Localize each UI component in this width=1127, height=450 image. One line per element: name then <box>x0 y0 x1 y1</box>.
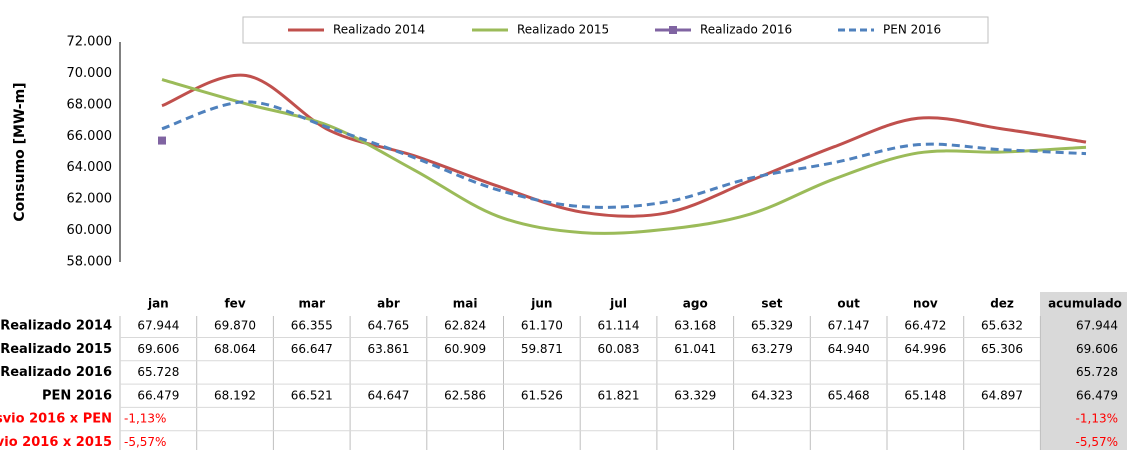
row-label: Realizado 2014 <box>0 319 112 334</box>
y-tick-label: 72.000 <box>67 35 113 50</box>
table-cell: 60.909 <box>444 342 486 356</box>
total-cell: -5,57% <box>1076 435 1118 449</box>
table-cell: 65.306 <box>981 342 1023 356</box>
table-cell: 66.355 <box>291 319 333 333</box>
table-cell: 69.606 <box>137 342 179 356</box>
total-cell: 67.944 <box>1076 319 1118 333</box>
row-label: Realizado 2016 <box>0 365 112 380</box>
table-cell: 63.861 <box>367 342 409 356</box>
table-cell: 66.472 <box>904 319 946 333</box>
table-cell: 68.192 <box>214 388 256 402</box>
table-cell: 67.147 <box>828 319 870 333</box>
column-header: jun <box>530 297 552 311</box>
column-header: ago <box>683 297 708 311</box>
column-header: dez <box>990 297 1014 311</box>
column-header: mar <box>298 297 325 311</box>
column-header: abr <box>377 297 400 311</box>
table-cell: 64.647 <box>367 388 409 402</box>
table-cell: 63.168 <box>674 319 716 333</box>
legend-label: Realizado 2016 <box>700 23 792 37</box>
table-cell: 61.114 <box>598 319 640 333</box>
table-cell: 65.468 <box>828 388 870 402</box>
legend-marker <box>669 26 677 34</box>
legend-label: PEN 2016 <box>883 23 941 37</box>
table-cell: 68.064 <box>214 342 256 356</box>
total-cell: -1,13% <box>1076 412 1118 426</box>
row-labels: Realizado 2014 Realizado 2015 Realizado 20… <box>0 319 112 450</box>
total-cell: 65.728 <box>1076 365 1118 379</box>
table-cell: 63.329 <box>674 388 716 402</box>
y-tick-label: 70.000 <box>67 66 113 81</box>
column-header: jul <box>609 297 627 311</box>
y-tick-label: 64.000 <box>67 160 113 175</box>
table-cell: 61.170 <box>521 319 563 333</box>
table-cell: 64.323 <box>751 388 793 402</box>
table-cell: 61.526 <box>521 388 563 402</box>
column-header: out <box>837 297 860 311</box>
table-cell: 60.083 <box>598 342 640 356</box>
table-cell: 65.148 <box>904 388 946 402</box>
y-tick-label: 62.000 <box>67 192 113 207</box>
total-header: acumulado <box>1048 297 1122 311</box>
table-cell: 66.521 <box>291 388 333 402</box>
column-header: jan <box>147 297 169 311</box>
column-header: set <box>761 297 782 311</box>
series-line <box>161 73 1087 218</box>
table-cell: 62.824 <box>444 319 486 333</box>
table-cell: 62.586 <box>444 388 486 402</box>
total-cell: 69.606 <box>1076 342 1118 356</box>
series-line <box>161 100 1087 209</box>
y-tick-label: 58.000 <box>67 255 113 270</box>
column-header: nov <box>913 297 938 311</box>
column-header: mai <box>453 297 478 311</box>
y-tick-label: 68.000 <box>67 97 113 112</box>
table-cell: 64.897 <box>981 388 1023 402</box>
table-cell: 64.765 <box>367 319 409 333</box>
table-cell: 61.041 <box>674 342 716 356</box>
y-tick-label: 66.000 <box>67 129 113 144</box>
table-cell: 59.871 <box>521 342 563 356</box>
legend-label: Realizado 2015 <box>517 23 609 37</box>
table-cell: 69.870 <box>214 319 256 333</box>
table-cell: 64.996 <box>904 342 946 356</box>
table-cell: 66.647 <box>291 342 333 356</box>
table-cell: 65.329 <box>751 319 793 333</box>
table-cell: 65.632 <box>981 319 1023 333</box>
row-label: Realizado 2015 <box>0 342 112 357</box>
table-cell: 63.279 <box>751 342 793 356</box>
table-cell: -5,57% <box>124 435 166 449</box>
table-cell: 67.944 <box>137 319 179 333</box>
series-line <box>161 78 1087 235</box>
row-label: Desvio 2016 x PEN <box>0 412 112 427</box>
legend-label: Realizado 2014 <box>333 23 425 37</box>
row-label: PEN 2016 <box>42 388 112 403</box>
table-cell: -1,13% <box>124 412 166 426</box>
y-tick-label: 60.000 <box>67 223 113 238</box>
y-axis-label: Consumo [MW-m] <box>12 82 28 221</box>
column-header: fev <box>224 297 245 311</box>
total-cell: 66.479 <box>1076 388 1118 402</box>
row-label: Desvio 2016 x 2015 <box>0 435 112 450</box>
table-cell: 61.821 <box>598 388 640 402</box>
total-column-bg <box>1040 292 1127 450</box>
table-cell: 64.940 <box>828 342 870 356</box>
table-cell: 66.479 <box>137 388 179 402</box>
point <box>158 136 166 145</box>
table-cell: 65.728 <box>137 365 179 379</box>
